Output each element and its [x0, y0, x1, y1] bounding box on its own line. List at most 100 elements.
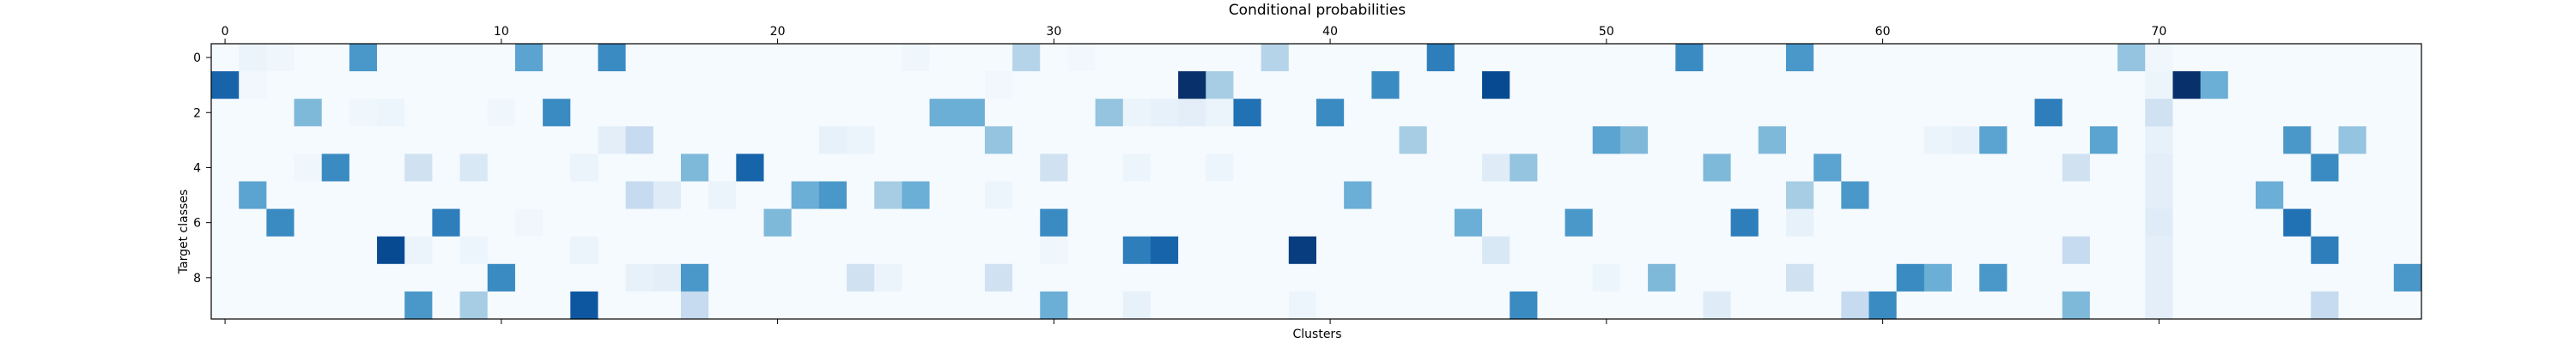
heatmap-cell-r0-c1: [239, 44, 267, 72]
heatmap-cell-r7-c35: [1178, 236, 1206, 265]
heatmap-cell-r3-c33: [1122, 126, 1151, 154]
heatmap-cell-r7-c0: [211, 236, 240, 265]
heatmap-cell-r3-c66: [2034, 126, 2063, 154]
heatmap-cell-r3-c73: [2227, 126, 2257, 154]
heatmap-cell-r2-c10: [487, 99, 516, 127]
heatmap-cell-r3-c74: [2255, 126, 2284, 154]
heatmap-cell-r7-c58: [1814, 236, 1842, 265]
heatmap-cell-r4-c26: [929, 153, 958, 183]
heatmap-cell-r6-c12: [543, 208, 571, 238]
heatmap-cell-r2-c59: [1841, 99, 1870, 127]
heatmap-cell-r1-c49: [1564, 71, 1594, 99]
heatmap-cell-r5-c24: [874, 181, 902, 210]
heatmap-cell-r3-c52: [1648, 126, 1676, 154]
heatmap-cell-r8-c75: [2283, 263, 2312, 292]
heatmap-cell-r4-c39: [1288, 153, 1317, 183]
heatmap-cell-r5-c33: [1122, 181, 1151, 210]
heatmap-cell-r3-c60: [1868, 126, 1898, 154]
heatmap-cell-r8-c46: [1482, 263, 1510, 292]
heatmap-cell-r5-c53: [1675, 181, 1704, 210]
heatmap-cell-r2-c31: [1067, 99, 1097, 127]
heatmap-cell-r4-c23: [847, 153, 875, 183]
heatmap-cell-r1-c7: [404, 71, 433, 99]
heatmap-cell-r8-c19: [736, 263, 765, 292]
heatmap-cell-r7-c21: [791, 236, 820, 265]
heatmap-cell-r3-c11: [514, 126, 544, 154]
heatmap-cell-r7-c37: [1233, 236, 1262, 265]
heatmap-cell-r1-c18: [708, 71, 737, 99]
heatmap-cell-r8-c68: [2089, 263, 2118, 292]
heatmap-cell-r0-c67: [2062, 44, 2091, 72]
heatmap-cell-r1-c1: [239, 71, 267, 99]
heatmap-cell-r5-c25: [902, 181, 931, 210]
heatmap-cell-r3-c39: [1288, 126, 1317, 154]
heatmap-cell-r0-c27: [957, 44, 986, 72]
heatmap-cell-r9-c50: [1592, 291, 1621, 320]
heatmap-cell-r7-c59: [1841, 236, 1870, 265]
heatmap-cell-r5-c10: [487, 181, 516, 210]
heatmap-cell-r4-c28: [984, 153, 1013, 183]
heatmap-cell-r2-c38: [1261, 99, 1290, 127]
heatmap-cell-r3-c3: [294, 126, 323, 154]
heatmap-cell-r3-c26: [929, 126, 958, 154]
heatmap-cell-r8-c50: [1592, 263, 1621, 292]
heatmap-cell-r1-c17: [680, 71, 709, 99]
y-tick-label-6: 6: [193, 217, 201, 231]
heatmap-cell-r9-c22: [818, 291, 848, 320]
heatmap-cell-r3-c79: [2393, 126, 2422, 154]
heatmap-cell-r7-c49: [1564, 236, 1594, 265]
heatmap-cell-r1-c61: [1896, 71, 1925, 99]
heatmap-cell-r3-c45: [1454, 126, 1483, 154]
heatmap-cell-r4-c59: [1841, 153, 1870, 183]
heatmap-cell-r8-c35: [1178, 263, 1206, 292]
heatmap-cell-r4-c33: [1122, 153, 1151, 183]
heatmap-cell-r5-c77: [2338, 181, 2367, 210]
heatmap-cell-r9-c39: [1288, 291, 1317, 320]
heatmap-cell-r7-c22: [818, 236, 848, 265]
heatmap-cell-r6-c34: [1150, 208, 1179, 238]
heatmap-cell-r0-c17: [680, 44, 709, 72]
heatmap-cell-r6-c45: [1454, 208, 1483, 238]
heatmap-cell-r1-c20: [763, 71, 793, 99]
heatmap-cell-r6-c79: [2393, 208, 2422, 238]
heatmap-cell-r6-c40: [1316, 208, 1345, 238]
heatmap-cell-r3-c5: [349, 126, 378, 154]
heatmap-cell-r3-c47: [1510, 126, 1538, 154]
heatmap-cell-r7-c50: [1592, 236, 1621, 265]
heatmap-cell-r4-c31: [1067, 153, 1097, 183]
heatmap-cell-r8-c23: [847, 263, 875, 292]
heatmap-cell-r8-c8: [432, 263, 461, 292]
heatmap-cell-r9-c71: [2172, 291, 2202, 320]
heatmap-cell-r5-c23: [847, 181, 875, 210]
heatmap-cell-r5-c41: [1344, 181, 1372, 210]
heatmap-cell-r9-c2: [266, 291, 295, 320]
heatmap-cell-r5-c29: [1012, 181, 1041, 210]
heatmap-cell-r0-c14: [598, 44, 627, 72]
heatmap-cell-r6-c17: [680, 208, 709, 238]
heatmap-cell-r5-c15: [625, 181, 654, 210]
heatmap-cell-r3-c58: [1814, 126, 1842, 154]
heatmap-cell-r8-c28: [984, 263, 1013, 292]
heatmap-cell-r0-c33: [1122, 44, 1151, 72]
heatmap-cell-r3-c59: [1841, 126, 1870, 154]
heatmap-cell-r9-c75: [2283, 291, 2312, 320]
heatmap-cell-r5-c40: [1316, 181, 1345, 210]
heatmap-cell-r5-c65: [2007, 181, 2036, 210]
heatmap-cell-r5-c3: [294, 181, 323, 210]
heatmap-cell-r0-c32: [1095, 44, 1124, 72]
heatmap-cell-r0-c78: [2366, 44, 2395, 72]
heatmap-cell-r6-c59: [1841, 208, 1870, 238]
heatmap-cell-r6-c60: [1868, 208, 1898, 238]
heatmap-cell-r3-c1: [239, 126, 267, 154]
heatmap-cell-r5-c49: [1564, 181, 1594, 210]
heatmap-cell-r2-c14: [598, 99, 627, 127]
heatmap-cell-r8-c62: [1923, 263, 1953, 292]
heatmap-cell-r0-c3: [294, 44, 323, 72]
heatmap-cell-r8-c76: [2311, 263, 2340, 292]
heatmap-cell-r6-c51: [1619, 208, 1649, 238]
heatmap-cell-r4-c58: [1814, 153, 1842, 183]
heatmap-cell-r8-c39: [1288, 263, 1317, 292]
heatmap-cell-r7-c16: [653, 236, 682, 265]
heatmap-cell-r4-c19: [736, 153, 765, 183]
heatmap-cell-r4-c44: [1426, 153, 1455, 183]
